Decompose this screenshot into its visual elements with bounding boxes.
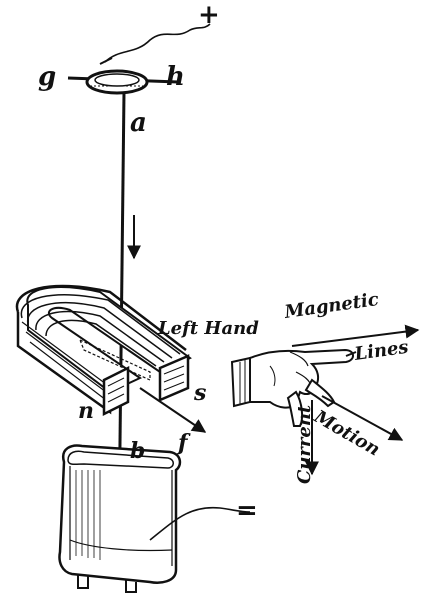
left-hand-label: Left Hand bbox=[158, 318, 259, 339]
g-label: g bbox=[38, 62, 57, 92]
magnetic-lines-arrow bbox=[291, 324, 420, 347]
n-label: n bbox=[78, 398, 94, 424]
top-ring bbox=[67, 69, 179, 95]
current-label: Current bbox=[294, 404, 315, 484]
a-label: a bbox=[130, 108, 147, 138]
left-hand-illustration bbox=[230, 348, 357, 427]
force-arrow bbox=[139, 387, 207, 433]
negative-wire bbox=[149, 506, 251, 541]
plus-label: + bbox=[198, 0, 220, 30]
motion-arrow bbox=[321, 395, 404, 441]
b-label: b bbox=[130, 438, 146, 464]
mercury-trough bbox=[58, 444, 182, 593]
minus-label: = bbox=[236, 496, 258, 526]
horseshoe-magnet bbox=[15, 284, 192, 417]
positive-wire bbox=[104, 23, 211, 63]
h-label: h bbox=[166, 62, 185, 92]
f-label: f bbox=[178, 430, 188, 456]
s-label: s bbox=[194, 380, 207, 406]
